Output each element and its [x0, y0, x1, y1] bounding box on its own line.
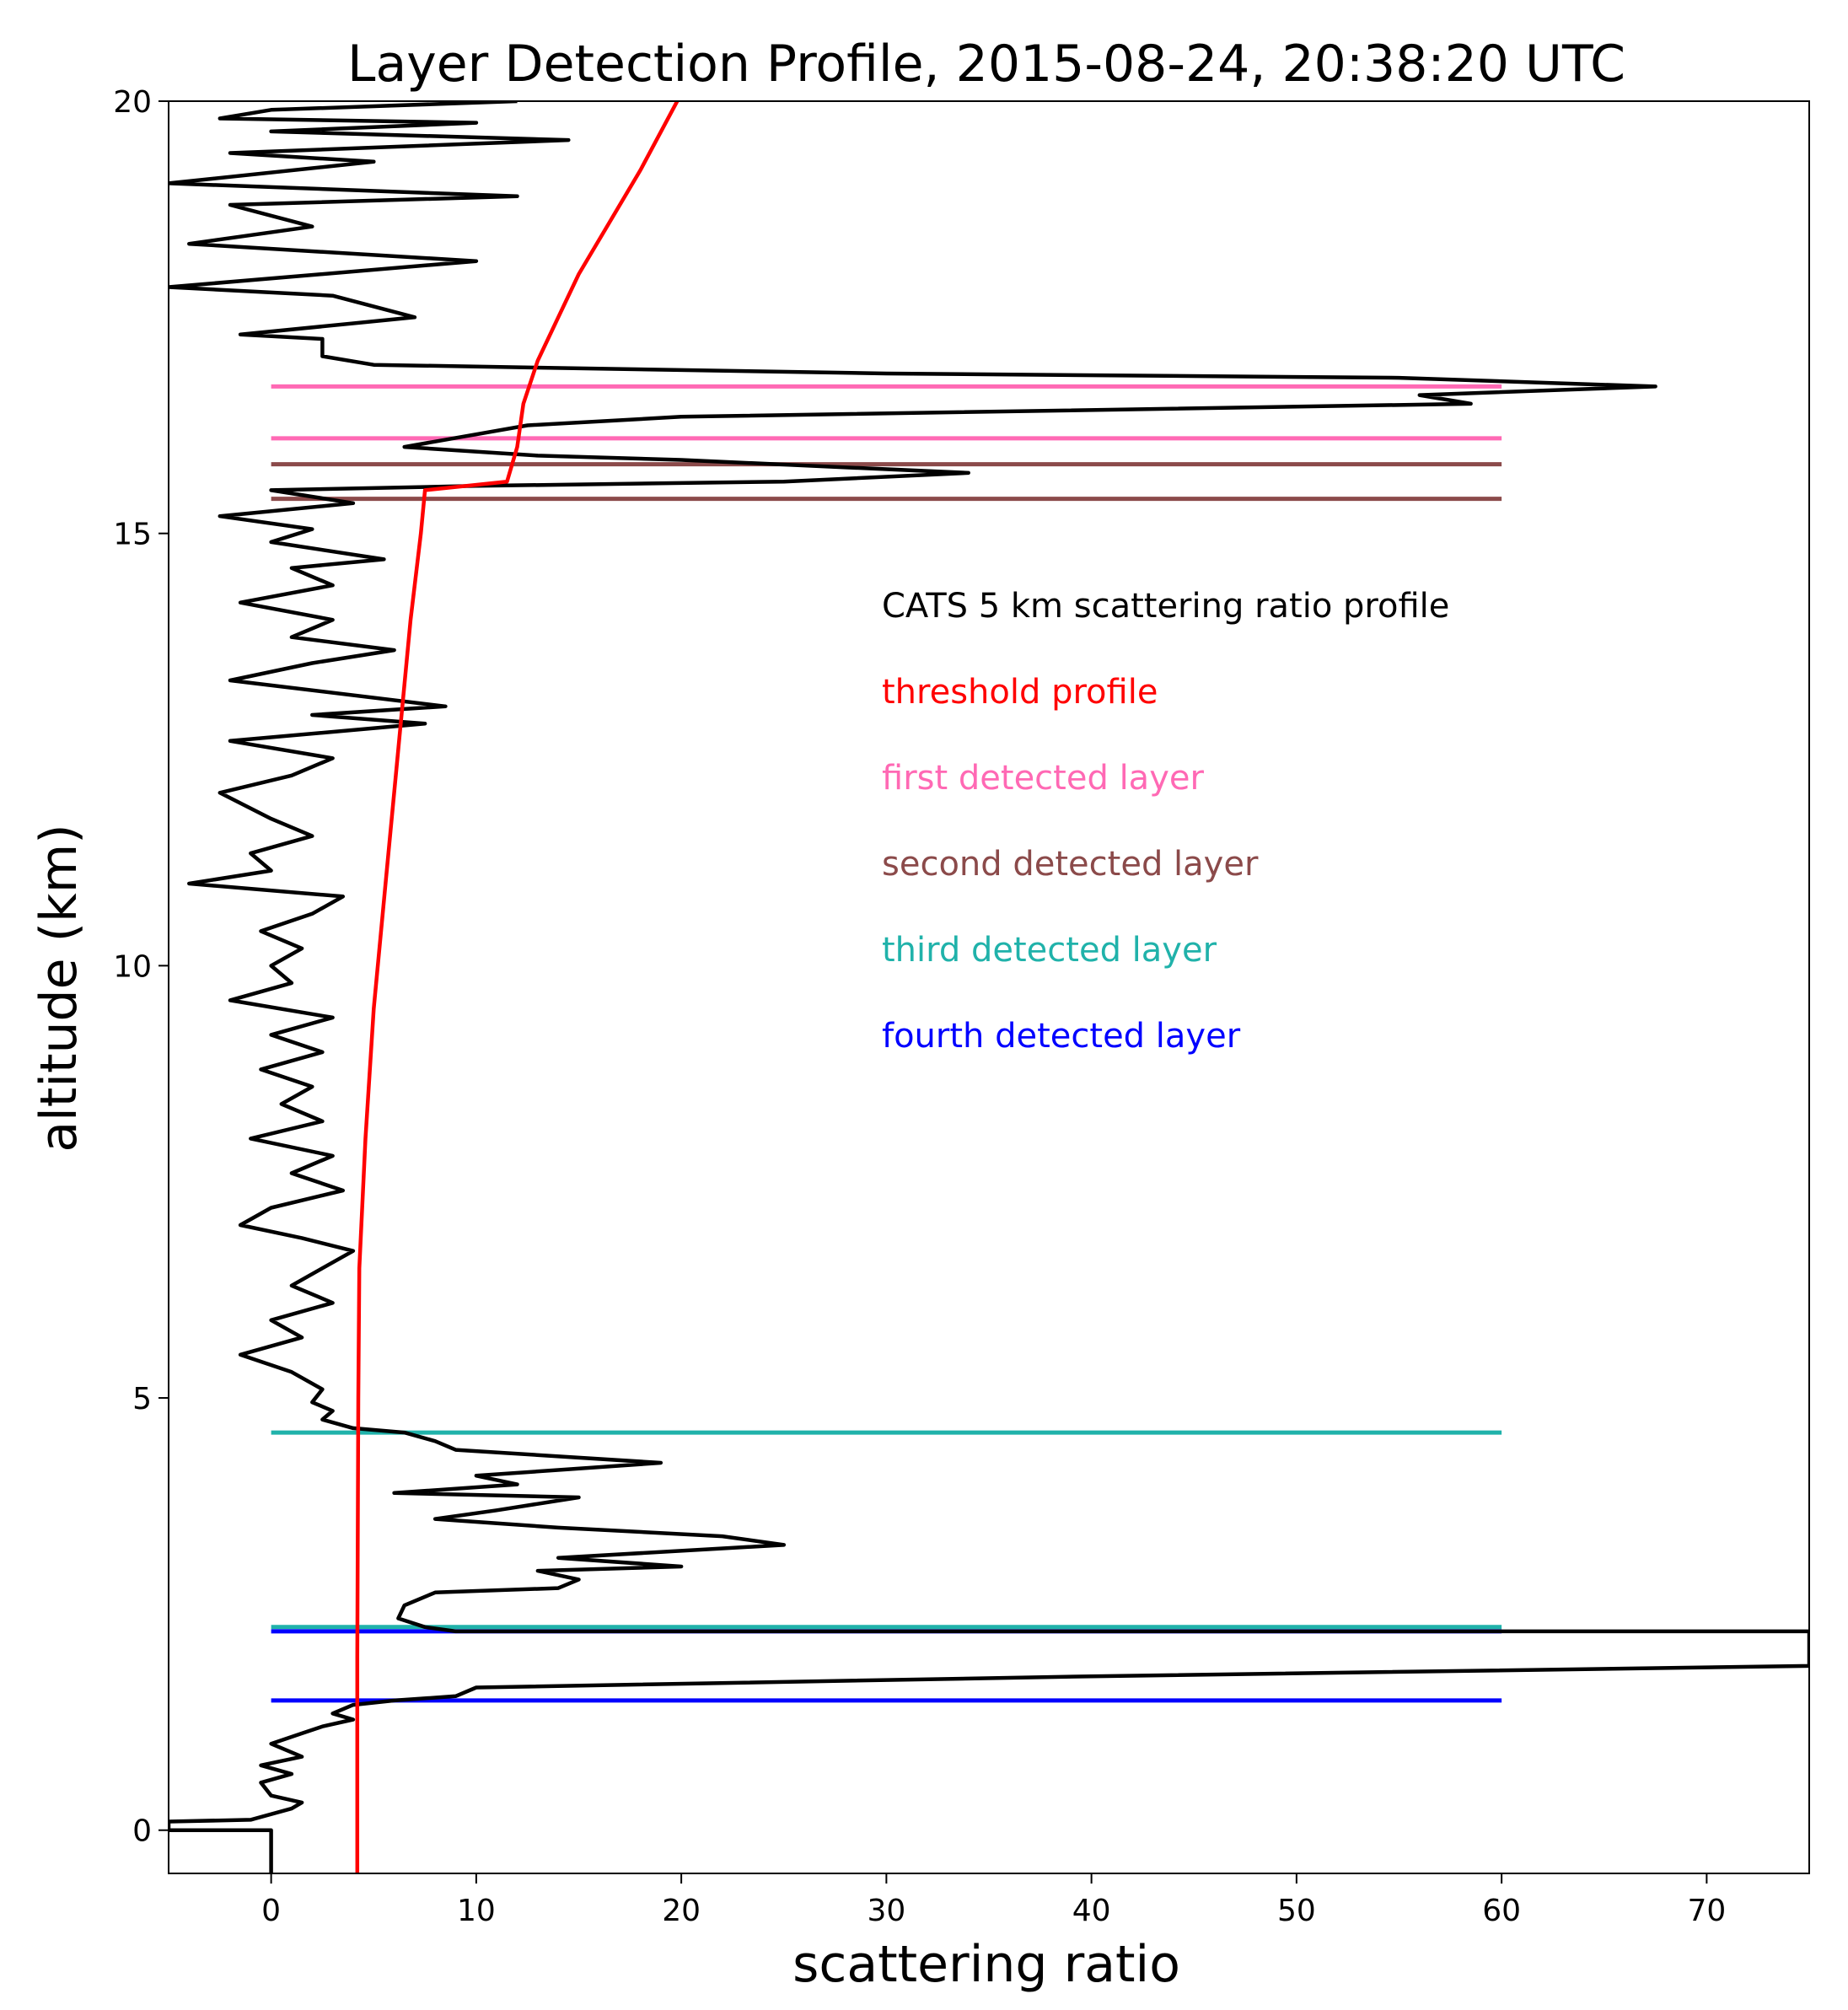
plot-area-frame	[168, 100, 1810, 1874]
legend-entry-6: fourth detected layer	[882, 1017, 1241, 1056]
y-axis-label: altitude (km)	[30, 824, 89, 1152]
chart-title: Layer Detection Profile, 2015-08-24, 20:…	[347, 35, 1625, 94]
x-tick-label: 20	[662, 1894, 701, 1928]
y-tick-label: 10	[113, 949, 152, 984]
threshold-line	[355, 101, 680, 1873]
x-tick-label: 70	[1687, 1894, 1726, 1928]
legend: CATS 5 km scattering ratio profile thresh…	[882, 587, 1449, 1056]
y-tick-label: 15	[113, 518, 152, 552]
series-lines	[169, 101, 1809, 1873]
x-axis-ticks: 0 10 20 30 40 50 60 70	[261, 1873, 1726, 1928]
x-axis-label: scattering ratio	[792, 1935, 1180, 1994]
legend-entry-3: first detected layer	[882, 759, 1204, 798]
x-tick-label: 50	[1277, 1894, 1316, 1928]
y-tick-label: 20	[113, 85, 152, 120]
legend-entry-1: CATS 5 km scattering ratio profile	[882, 587, 1449, 626]
x-tick-label: 40	[1072, 1894, 1111, 1928]
y-axis-ticks: 0 5 10 15 20	[113, 85, 169, 1849]
scattering-ratio-line	[169, 101, 1809, 1873]
y-tick-label: 0	[132, 1814, 152, 1849]
x-tick-label: 0	[261, 1894, 281, 1928]
x-tick-label: 60	[1482, 1894, 1521, 1928]
y-tick-label: 5	[132, 1382, 152, 1416]
x-tick-label: 30	[867, 1894, 905, 1928]
legend-entry-4: second detected layer	[882, 845, 1259, 884]
x-tick-label: 10	[457, 1894, 496, 1928]
legend-entry-2: threshold profile	[882, 673, 1158, 712]
legend-entry-5: third detected layer	[882, 931, 1217, 970]
